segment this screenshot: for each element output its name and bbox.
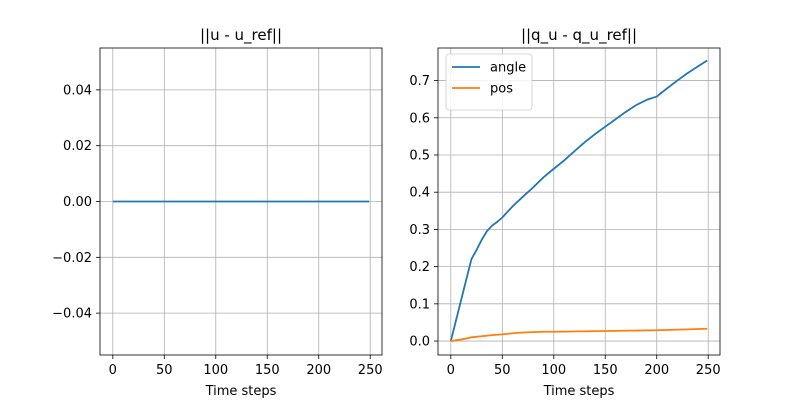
left-y-tick-label: −0.04	[52, 307, 92, 322]
right-series-line-pos	[450, 327, 708, 342]
right-series-line-angle	[449, 59, 708, 342]
right-y-tick-label: 0.1	[409, 297, 430, 312]
right-plot-frame	[437, 47, 721, 356]
right-y-tick-label: 0.6	[409, 111, 430, 126]
right-x-axis-label: Time steps	[543, 384, 615, 399]
right-y-tick-label: 0.2	[409, 260, 430, 275]
right-x-tick-label: 100	[541, 363, 566, 378]
right-x-tick-label: 0	[447, 363, 455, 378]
right-x-tick-label: 250	[696, 363, 721, 378]
left-y-tick-label: 0.04	[63, 83, 92, 98]
left-x-tick-label: 150	[255, 363, 280, 378]
left-x-axis-label: Time steps	[205, 384, 277, 399]
left-subplot: 0 50 100 150 200 250 −0.04 −0.02 0.00 0.02 0.04 ||…	[52, 26, 382, 399]
right-legend-box	[445, 53, 533, 111]
left-plot-title: ||u - u_ref||	[200, 26, 282, 45]
left-ticks: 0 50 100 150 200 250 −0.04 −0.02 0.00 0.02 0.04	[52, 83, 382, 378]
left-x-tick-label: 250	[358, 363, 383, 378]
left-x-tick-label: 100	[203, 363, 228, 378]
right-legend-label-pos: pos	[490, 82, 513, 97]
right-legend-label-angle: angle	[490, 61, 526, 76]
left-y-tick-label: 0.02	[63, 139, 92, 154]
right-x-tick-label: 200	[644, 363, 669, 378]
left-x-tick-label: 200	[306, 363, 331, 378]
right-y-tick-label: 0.4	[409, 186, 430, 201]
right-y-tick-label: 0.0	[409, 335, 430, 350]
right-plot-title: ||q_u - q_u_ref||	[521, 26, 637, 45]
right-y-tick-label: 0.7	[409, 74, 430, 89]
left-x-tick-label: 0	[109, 363, 117, 378]
right-y-tick-label: 0.5	[409, 148, 430, 163]
right-x-tick-label: 150	[593, 363, 618, 378]
right-subplot: 0 50 100 150 200 2500.00.10.20.30.40.50.60.7 …	[409, 26, 720, 399]
left-y-tick-label: 0.00	[63, 195, 92, 210]
right-x-tick-label: 50	[494, 363, 511, 378]
right-ticks: 0 50 100 150 200 250 0.0 0.1 0.2 0.3 0.4 0.5 0.6 0.7	[409, 74, 720, 378]
left-x-tick-label: 50	[156, 363, 173, 378]
right-legend: angle pos	[445, 53, 533, 111]
right-series-group	[449, 59, 708, 342]
right-y-tick-label: 0.3	[409, 223, 430, 238]
left-y-tick-label: −0.02	[52, 251, 92, 266]
